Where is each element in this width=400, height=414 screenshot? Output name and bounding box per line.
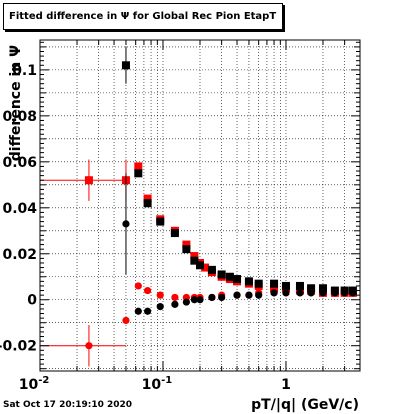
data-point — [319, 289, 327, 297]
data-point — [182, 240, 191, 249]
data-points — [40, 46, 357, 367]
data-point — [218, 293, 226, 302]
data-point — [134, 169, 143, 178]
data-point — [201, 263, 210, 272]
data-point — [156, 217, 165, 226]
data-point — [233, 291, 241, 299]
data-point — [254, 279, 263, 288]
data-point — [196, 296, 204, 304]
data-point — [255, 291, 263, 299]
data-point — [170, 229, 179, 238]
data-point — [171, 293, 179, 302]
y-tick-label: 0 — [27, 293, 37, 309]
data-point — [196, 261, 204, 270]
data-point — [121, 61, 130, 70]
data-point — [85, 342, 93, 350]
data-point — [182, 298, 190, 306]
x-tick-label: 10-1 — [142, 375, 173, 393]
data-point — [270, 289, 278, 297]
data-point — [144, 307, 152, 315]
data-point — [144, 286, 152, 295]
data-point — [156, 291, 164, 299]
y-tick-label: 0.02 — [2, 247, 37, 263]
y-tick-label: 0.04 — [2, 201, 37, 217]
data-point — [225, 272, 234, 281]
y-tick-label: -0.02 — [0, 339, 37, 355]
data-point — [295, 281, 304, 290]
data-point — [331, 289, 339, 297]
data-point — [281, 281, 290, 290]
axes: -0.02 0 0.02 0.04 0.06 0.08 0.1 10-2 10-1 1 — [0, 39, 361, 393]
data-point — [270, 284, 279, 293]
data-point — [171, 300, 179, 308]
x-axis-label: pT/|q| (GeV/c) — [251, 397, 359, 413]
data-point — [244, 277, 253, 286]
data-point — [349, 289, 357, 297]
data-point — [143, 199, 152, 208]
x-tick-label: 1 — [281, 377, 291, 393]
data-point — [217, 270, 226, 279]
data-point — [190, 252, 199, 261]
data-point — [122, 220, 130, 228]
timestamp: Sat Oct 17 20:19:10 2020 — [3, 400, 133, 410]
data-point — [307, 289, 315, 297]
data-point — [233, 275, 242, 284]
data-point — [208, 293, 216, 302]
x-tick-label: 10-2 — [19, 375, 50, 393]
data-point — [207, 265, 216, 274]
data-point — [122, 316, 130, 325]
data-point — [282, 289, 290, 297]
y-tick-label: 0.06 — [2, 155, 37, 171]
data-point — [318, 284, 327, 293]
data-point — [341, 289, 349, 297]
data-point — [190, 296, 198, 304]
grid-lines — [39, 40, 361, 371]
data-point — [245, 291, 253, 299]
data-point — [134, 307, 142, 315]
chart-title: Fitted difference in Ψ for Global Rec Pi… — [9, 11, 277, 22]
y-tick-label: 0.08 — [2, 109, 37, 125]
data-point — [84, 176, 93, 185]
data-point — [296, 289, 304, 297]
data-point — [190, 256, 199, 265]
data-point — [307, 284, 316, 293]
chart-title-box: Fitted difference in Ψ for Global Rec Pi… — [3, 3, 283, 30]
data-point — [156, 303, 164, 311]
data-point — [134, 162, 143, 171]
data-point — [134, 282, 142, 290]
data-point — [270, 279, 279, 288]
x-tick-exponent: -1 — [161, 375, 172, 386]
data-point — [182, 245, 191, 254]
x-tick-exponent: -2 — [38, 375, 49, 386]
data-point — [143, 194, 152, 203]
y-tick-label: 0.1 — [12, 63, 37, 79]
y-axis-label: difference in Ψ — [8, 45, 24, 161]
